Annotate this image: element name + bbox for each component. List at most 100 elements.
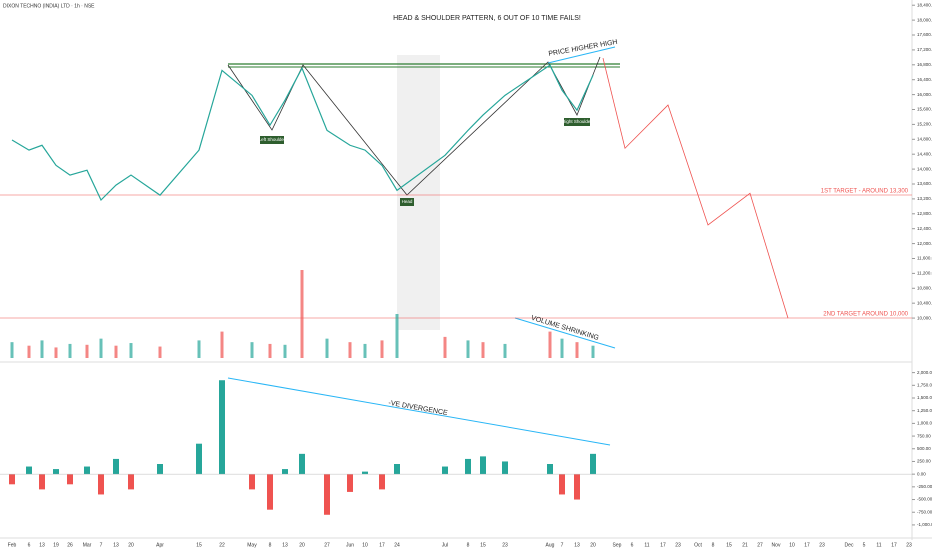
x-tick-label: 8 [712,542,715,548]
histogram-bar [590,453,596,475]
volume-bar [129,343,133,358]
volume-bar [443,336,447,358]
volume-bar [85,344,89,358]
volume-bar [481,342,485,358]
histogram-bar [98,474,104,495]
price-line [11,64,594,202]
annotation: Right Shoulder [562,119,592,124]
trend-line [227,377,611,446]
histogram-bar [113,458,119,475]
volume-bar [560,338,564,358]
volume-bar [99,338,103,358]
x-tick-label: 10 [789,542,795,548]
annotation: Left Shoulder [259,137,286,142]
volume-bar [197,340,201,358]
volume-bar [250,342,254,358]
annotation: 1ST TARGET - AROUND 13,300 [821,189,909,195]
y-tick-label: 10,400.00 [917,300,932,305]
histogram-bar [299,453,305,475]
y2-tick-label: 500.00 [917,446,931,451]
volume-bar [300,270,304,358]
volume-bar [54,347,58,358]
volume-bar [283,344,287,358]
x-tick-label: 27 [324,542,330,548]
x-tick-label: 13 [574,542,580,548]
y-tick-label: 15,600.00 [917,107,932,112]
y-tick-label: 18,400.00 [917,2,932,7]
histogram-bar [26,466,32,475]
y2-tick-label: 2,000.00 [917,370,932,375]
x-tick-label: 23 [675,542,681,548]
y2-tick-label: 1,500.00 [917,395,932,400]
y2-tick-label: 1,250.00 [917,408,932,413]
x-tick-label: 6 [631,542,634,548]
x-tick-label: Dec [845,542,854,548]
shaded-range [397,55,440,330]
volume-bar [575,342,579,358]
x-tick-label: 15 [726,542,732,548]
histogram-bar [267,474,273,510]
y-tick-label: 15,200.00 [917,122,932,127]
y-tick-label: 11,200.00 [917,271,932,276]
histogram-bar [128,474,134,490]
y-tick-label: 12,000.00 [917,241,932,246]
x-tick-label: 21 [742,542,748,548]
y-tick-label: 11,600.00 [917,256,932,261]
histogram-bar [324,474,330,515]
histogram-bar [157,464,163,475]
volume-bar [158,346,162,358]
y-tick-label: 12,400.00 [917,226,932,231]
x-tick-label: 13 [282,542,288,548]
x-tick-label: May [247,542,257,548]
label-box [260,136,284,144]
y-tick-label: 13,200.00 [917,196,932,201]
y-tick-label: 16,800.00 [917,62,932,67]
histogram-bar [547,464,553,475]
y-tick-label: 17,200.00 [917,47,932,52]
histogram-bar [9,474,15,485]
volume-bar [380,340,384,358]
x-tick-label: 13 [113,542,119,548]
x-tick-label: 27 [757,542,763,548]
x-tick-label: 13 [39,542,45,548]
y-tick-label: 18,000.00 [917,17,932,22]
trend-line [547,46,616,64]
projection-line [602,58,789,319]
histogram-bar [574,474,580,500]
volume-bar [27,345,31,358]
x-tick-label: 5 [863,542,866,548]
y-tick-label: 10,000.00 [917,315,932,320]
histogram-bar [84,466,90,475]
volume-bar [40,340,44,358]
y-tick-label: 12,800.00 [917,211,932,216]
x-tick-label: 10 [362,542,368,548]
y-tick-label: 17,600.00 [917,32,932,37]
volume-bar [503,343,507,358]
x-tick-label: Jun [346,542,354,548]
chart-title: HEAD & SHOULDER PATTERN, 6 OUT OF 10 TIM… [393,15,581,22]
y-tick-label: 10,800.00 [917,285,932,290]
volume-bar [68,343,72,358]
x-tick-label: 22 [219,542,225,548]
x-tick-label: Nov [772,542,781,548]
x-tick-label: Sep [613,542,622,548]
x-tick-label: 23 [819,542,825,548]
volume-bar [548,331,552,358]
y-tick-label: 16,400.00 [917,77,932,82]
histogram-bar [219,380,225,475]
x-tick-label: 23 [906,542,912,548]
histogram-bar [442,466,448,475]
histogram-bar [502,461,508,475]
x-tick-label: 20 [299,542,305,548]
volume-bar [395,314,399,358]
histogram-bar [39,474,45,490]
volume-bar [114,345,118,358]
histogram-bar [465,458,471,475]
trend-line [514,317,616,349]
x-tick-label: 19 [53,542,59,548]
y2-tick-label: 1,750.00 [917,382,932,387]
annotation: Head [402,199,413,204]
y2-tick-label: -1,000.00 [917,522,932,527]
